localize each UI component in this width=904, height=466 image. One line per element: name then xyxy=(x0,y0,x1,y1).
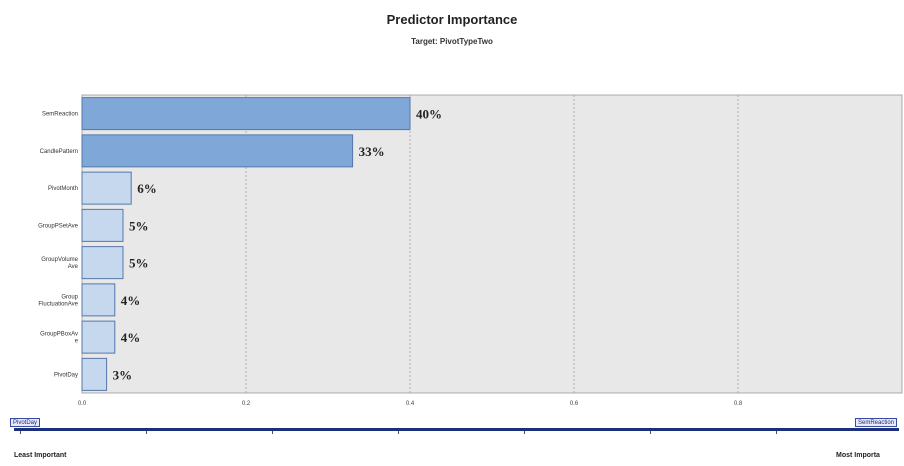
y-tick-label: PivotDay xyxy=(54,372,78,378)
bar-value-label: 4% xyxy=(121,293,141,308)
x-tick-label: 0.4 xyxy=(406,401,415,407)
y-tick-label: GroupPBoxAv e xyxy=(40,332,79,345)
most-important-label: Most Importa xyxy=(836,452,880,459)
y-tick-label: Group FluctuationAve xyxy=(38,294,78,307)
slider-right-handle[interactable]: SemReaction xyxy=(855,418,898,427)
bar-value-label: 33% xyxy=(359,144,385,159)
bar xyxy=(81,283,116,317)
importance-slider-track[interactable] xyxy=(14,428,899,431)
bar xyxy=(81,320,116,354)
bar xyxy=(81,134,354,168)
bar-value-label: 40% xyxy=(416,107,442,122)
bar xyxy=(81,208,124,242)
x-tick-label: 0.8 xyxy=(734,401,743,407)
slider-tick xyxy=(146,431,147,434)
bar-value-label: 4% xyxy=(121,330,141,345)
slider-tick xyxy=(398,431,399,434)
x-tick-label: 0.2 xyxy=(242,401,251,407)
slider-tick xyxy=(776,431,777,434)
bar-value-label: 5% xyxy=(129,256,149,271)
y-tick-label: SemReaction xyxy=(42,112,78,118)
y-tick-label: CandlePattern xyxy=(40,149,78,155)
bar-value-label: 3% xyxy=(113,367,133,382)
slider-left-handle[interactable]: PivotDay xyxy=(10,418,41,427)
y-tick-label: PivotMonth xyxy=(48,186,78,192)
bar xyxy=(81,246,124,280)
y-tick-label: GroupVolume Ave xyxy=(41,257,78,270)
bar-value-label: 5% xyxy=(129,218,149,233)
slider-tick xyxy=(524,431,525,434)
x-tick-label: 0.6 xyxy=(570,401,579,407)
slider-tick xyxy=(650,431,651,434)
y-tick-label: GroupPSetAve xyxy=(38,223,79,229)
chart-subtitle: Target: PivotTypeTwo xyxy=(411,37,493,46)
slider-tick xyxy=(20,431,21,434)
bar xyxy=(81,97,411,131)
chart-title: Predictor Importance xyxy=(386,12,518,27)
x-tick-label: 0.0 xyxy=(78,401,87,407)
bar-value-label: 6% xyxy=(137,181,157,196)
least-important-label: Least Important xyxy=(14,452,67,459)
bar xyxy=(81,357,108,391)
slider-tick xyxy=(272,431,273,434)
bar xyxy=(81,171,132,205)
